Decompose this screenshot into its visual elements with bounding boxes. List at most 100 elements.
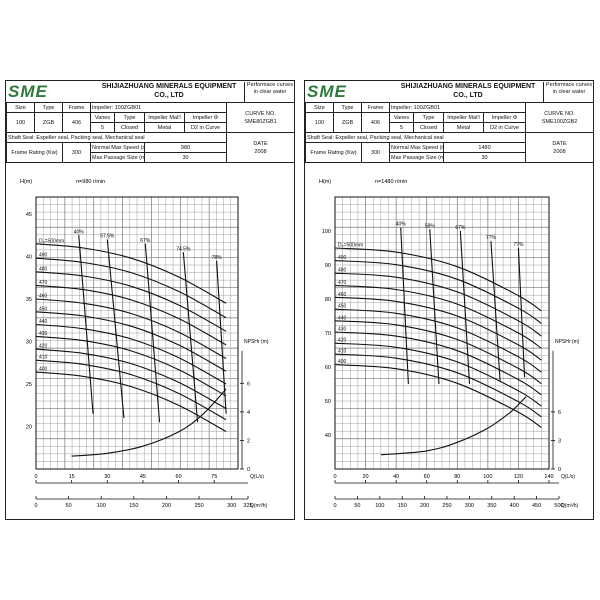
y-tick-label: 35 [26, 297, 32, 303]
x-tick-label-m3h: 0 [34, 503, 37, 509]
head-curve [334, 308, 542, 373]
x-tick-label-ls: 45 [140, 474, 146, 480]
head-curve [334, 284, 542, 349]
efficiency-label: 67% [455, 225, 466, 231]
efficiency-line [459, 230, 471, 385]
x-tick-label-ls: 60 [176, 474, 182, 480]
x-axis-label-m3h: Q(m³/h) [250, 503, 268, 509]
curve-no-cell: CURVE NO. SME80ZGB1 [226, 102, 296, 133]
frame-value: 406 [361, 112, 390, 133]
head-curve [334, 331, 542, 396]
x-tick-label-ls: 75 [211, 474, 217, 480]
x-tick-label-m3h: 50 [354, 503, 360, 509]
x-tick-label-m3h: 500 [554, 503, 563, 509]
npsh-curve [380, 396, 527, 456]
efficiency-line [517, 247, 526, 378]
sheet-header: SME SHIJIAZHUANG MINERALS EQUIPMENT CO.,… [304, 81, 595, 165]
head-curve [334, 247, 542, 312]
head-curve [334, 353, 542, 418]
type-label: Type [34, 102, 63, 113]
curve-no: SME80ZGB1 [244, 118, 277, 125]
x-tick-label-m3h: 100 [375, 503, 384, 509]
impeller-diameter-label: 440 [338, 315, 347, 321]
size-label: Size [6, 102, 35, 113]
impeller-diameter-label: 430 [338, 326, 347, 332]
curve-note: Performace curves in clear water [543, 82, 594, 102]
x-tick-label-ls: 15 [69, 474, 75, 480]
y-tick-label: 70 [325, 331, 331, 337]
x-tick-label-ls: 30 [104, 474, 110, 480]
npsh-tick-label: 3 [558, 438, 561, 444]
x-tick-label-m3h: 300 [465, 503, 474, 509]
shaft-seal: Shaft Seal: Expeller seal, Packing seal,… [304, 132, 527, 143]
y-tick-label: 60 [325, 365, 331, 371]
date-value: 2008 [254, 148, 267, 155]
impeller-diameter-label: 400 [39, 367, 48, 373]
size-value: 100 [6, 112, 35, 133]
y-tick-label: 50 [325, 399, 331, 405]
x-tick-label-ls: 140 [544, 474, 553, 480]
type2-value: Closed [413, 122, 444, 133]
x-tick-label-m3h: 400 [510, 503, 519, 509]
efficiency-label: 74.5% [176, 246, 191, 252]
x-axis-label-m3h: Q(m³/h) [561, 503, 579, 509]
company-name: SHIJIAZHUANG MINERALS EQUIPMENT CO., LTD [101, 83, 237, 99]
curve-no-label: CURVE NO. [245, 110, 276, 117]
date-value: 2008 [553, 148, 566, 155]
impeller-material-label: Impeller Mat'l [144, 112, 185, 123]
head-curve [334, 296, 542, 361]
impeller-diameter-label: 450 [338, 304, 347, 310]
npsh-tick-label: 2 [247, 438, 250, 444]
impeller-id: Impeller: 100ZGB01 [388, 102, 527, 113]
max-speed-label: Normal Max Speed (r/min): [90, 142, 145, 153]
frame-label: Frame [361, 102, 390, 113]
y-tick-label: 20 [26, 425, 32, 431]
type2-value: Closed [114, 122, 145, 133]
head-curve [35, 359, 227, 421]
curve-no-label: CURVE NO. [544, 110, 575, 117]
max-passage-value: 30 [143, 152, 228, 163]
impeller-diameter-label: Impeller Φ [482, 112, 527, 123]
npsh-tick-label: 0 [558, 467, 561, 473]
frame-rating-value: 300 [62, 142, 91, 163]
plot-frame [334, 196, 550, 470]
sheet-header: SME SHIJIAZHUANG MINERALS EQUIPMENT CO.,… [5, 81, 296, 165]
x-tick-label-m3h: 250 [194, 503, 203, 509]
impeller-diameter-label: 440 [39, 319, 48, 325]
impeller-diameter-label: 420 [338, 338, 347, 344]
head-curve [35, 271, 227, 332]
size-value: 100 [305, 112, 334, 133]
type2-label: Type [114, 112, 145, 123]
impeller-diameter-label: Impeller Φ [183, 112, 228, 123]
curve-sheet-1: SME SHIJIAZHUANG MINERALS EQUIPMENT CO.,… [5, 80, 296, 520]
x-tick-label-ls: 0 [333, 474, 336, 480]
impeller-diameter-label: 460 [338, 292, 347, 298]
impeller-diameter-label: 490 [39, 253, 48, 259]
x-tick-label-m3h: 100 [97, 503, 106, 509]
curve-sheet-2: SME SHIJIAZHUANG MINERALS EQUIPMENT CO.,… [304, 80, 595, 520]
x-tick-label-m3h: 50 [66, 503, 72, 509]
frame-rating-label: Frame Rating (Kw) [6, 142, 63, 163]
x-tick-label-m3h: 450 [532, 503, 541, 509]
y-tick-label: 45 [26, 212, 32, 218]
impeller-diameter-label: 480 [338, 268, 347, 274]
impeller-material-value: Metal [443, 122, 484, 133]
speed-label: n=1480 r/min [375, 179, 407, 185]
company-name: SHIJIAZHUANG MINERALS EQUIPMENT CO., LTD [400, 83, 536, 99]
type2-label: Type [413, 112, 444, 123]
impeller-diameter-label: 480 [39, 266, 48, 272]
date-cell: DATE 2008 [226, 132, 296, 163]
impeller-diameter-label: D₂=500mm [338, 243, 363, 249]
impeller-diameter-label: 410 [39, 355, 48, 361]
max-speed-value: 980 [143, 142, 228, 153]
y-tick-label: 90 [325, 263, 331, 269]
y-tick-label: 30 [26, 340, 32, 346]
impeller-diameter-label: 430 [39, 331, 48, 337]
head-curve [35, 348, 227, 410]
impeller-id: Impeller: 100ZGB01 [89, 102, 228, 113]
head-curve [35, 311, 227, 372]
efficiency-label: 78% [212, 255, 223, 261]
max-speed-label: Normal Max Speed (r/min): [389, 142, 444, 153]
efficiency-line [78, 235, 94, 414]
impeller-material-value: Metal [144, 122, 185, 133]
